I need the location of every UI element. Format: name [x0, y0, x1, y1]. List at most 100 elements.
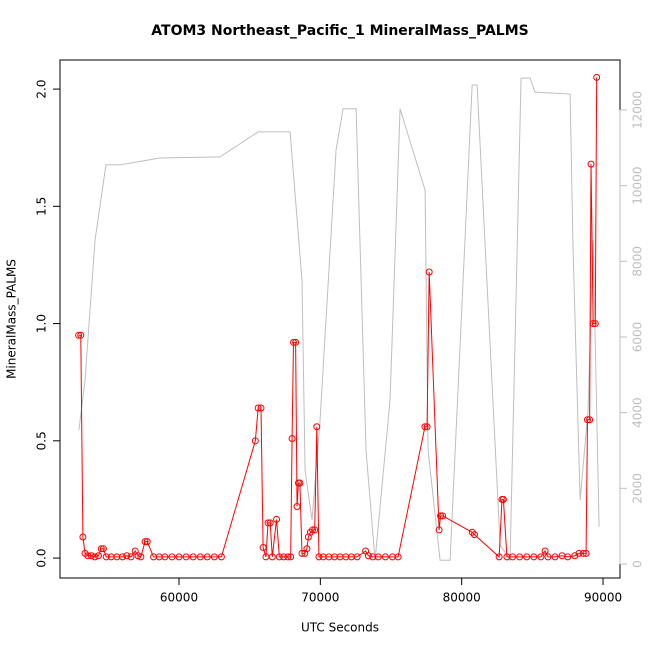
- data-point: [530, 553, 538, 561]
- data-point: [564, 553, 572, 561]
- y-tick-label: 0.0: [35, 549, 49, 568]
- y2-tick-label: 6000: [631, 322, 645, 353]
- data-point: [394, 553, 402, 561]
- data-point: [423, 423, 431, 431]
- data-point: [127, 553, 135, 561]
- data-point: [591, 320, 599, 328]
- y-tick-label: 0.5: [35, 431, 49, 450]
- data-point: [254, 404, 262, 412]
- data-point: [499, 495, 507, 503]
- data-point: [97, 545, 105, 553]
- data-point: [296, 479, 304, 487]
- data-point: [196, 553, 204, 561]
- y-axis-label: MineralMass_PALMS: [5, 259, 19, 379]
- data-point: [374, 553, 382, 561]
- data-point: [75, 331, 83, 339]
- data-point: [537, 553, 545, 561]
- x-tick-label: 90000: [584, 591, 622, 605]
- x-tick-label: 70000: [301, 591, 339, 605]
- data-point: [175, 553, 183, 561]
- data-point: [551, 553, 559, 561]
- y-tick-label: 1.0: [35, 314, 49, 333]
- data-point: [251, 437, 259, 445]
- data-point: [311, 526, 319, 534]
- data-point: [298, 549, 306, 557]
- x-tick-label: 80000: [443, 591, 481, 605]
- data-point: [509, 553, 517, 561]
- data-point: [287, 553, 295, 561]
- data-point: [91, 553, 99, 561]
- data-point: [94, 552, 102, 560]
- data-point: [266, 519, 274, 527]
- data-point: [168, 553, 176, 561]
- series-line: [78, 77, 600, 562]
- y2-tick-label: 10000: [631, 167, 645, 205]
- data-point: [99, 545, 107, 553]
- data-point: [268, 553, 276, 561]
- data-point: [79, 533, 87, 541]
- data-point: [284, 553, 292, 561]
- chart-title: ATOM3 Northeast_Pacific_1 MineralMass_PA…: [151, 23, 528, 39]
- y-tick-label: 1.5: [35, 197, 49, 216]
- data-point: [182, 553, 190, 561]
- data-point: [582, 549, 590, 557]
- data-point: [353, 553, 361, 561]
- data-point: [77, 331, 85, 339]
- data-point: [593, 73, 601, 81]
- data-point: [210, 553, 218, 561]
- data-point: [439, 512, 447, 520]
- data-point: [141, 538, 149, 546]
- data-point: [102, 553, 110, 561]
- data-point: [516, 553, 524, 561]
- data-point: [289, 338, 297, 346]
- data-point: [381, 553, 389, 561]
- data-point: [583, 416, 591, 424]
- y-tick-label: 2.0: [35, 80, 49, 99]
- y2-tick-label: 8000: [631, 246, 645, 277]
- data-point: [303, 545, 311, 553]
- data-point: [468, 528, 476, 536]
- data-point: [523, 553, 531, 561]
- x-axis-label: UTC Seconds: [301, 621, 379, 635]
- data-point: [586, 416, 594, 424]
- data-point: [293, 502, 301, 510]
- data-point: [541, 547, 549, 555]
- data-point: [579, 549, 587, 557]
- data-point: [264, 519, 272, 527]
- data-point: [143, 538, 151, 546]
- data-point: [161, 553, 169, 561]
- data-point: [292, 338, 300, 346]
- y2-tick-label: 4000: [631, 397, 645, 428]
- data-point: [495, 553, 503, 561]
- data-point: [137, 553, 145, 561]
- x-tick-label: 60000: [160, 591, 198, 605]
- data-point: [203, 553, 211, 561]
- data-point: [544, 553, 552, 561]
- data-point: [275, 553, 283, 561]
- data-point: [273, 515, 281, 523]
- y2-tick-label: 2000: [631, 473, 645, 504]
- data-point: [288, 434, 296, 442]
- data-point: [123, 552, 131, 560]
- data-point: [259, 544, 267, 552]
- data-point: [436, 512, 444, 520]
- data-point: [257, 404, 265, 412]
- data-point: [589, 320, 597, 328]
- data-point: [189, 553, 197, 561]
- data-point: [217, 553, 225, 561]
- data-point: [470, 531, 478, 539]
- data-point: [575, 549, 583, 557]
- data-point: [587, 160, 595, 168]
- data-point: [309, 526, 317, 534]
- data-point: [435, 526, 443, 534]
- data-point: [364, 552, 372, 560]
- y2-tick-label: 12000: [631, 91, 645, 129]
- data-point: [87, 552, 95, 560]
- data-point: [421, 423, 429, 431]
- data-point: [84, 552, 92, 560]
- data-point: [313, 423, 321, 431]
- data-point: [315, 553, 323, 561]
- series-line: [78, 77, 598, 558]
